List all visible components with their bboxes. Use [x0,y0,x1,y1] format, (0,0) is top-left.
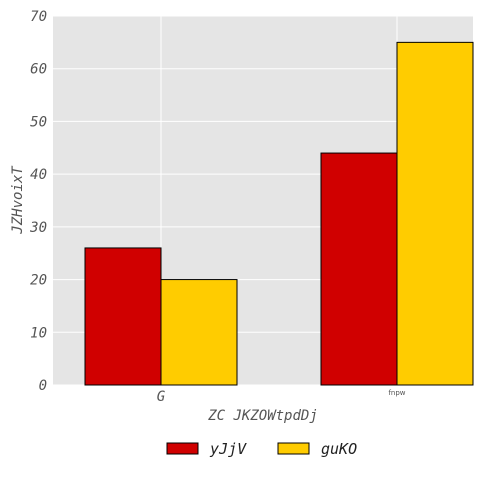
y-tick-label: 50 [30,114,47,130]
x-tick-label: fnpw [388,389,405,397]
legend-label-yJjV: yJjV [209,440,247,458]
legend-swatch-yJjV [166,442,199,455]
bar-yJjV-fnpw [320,152,398,386]
bar-yJjV-G [84,247,162,386]
y-tick-label: 0 [39,378,47,394]
y-tick-label: 20 [30,273,47,289]
y-tick-label: 40 [30,167,47,183]
y-axis-label: JZHvoixT [10,165,26,235]
y-tick-label: 70 [30,9,47,25]
y-tick-label: 10 [30,325,47,341]
bar-guKO-G [160,279,238,386]
legend-swatch-guKO [277,442,310,455]
legend: yJjV guKO [166,440,357,458]
x-tick-label: G [157,389,166,405]
y-tick-labels: 0 10 20 30 40 50 60 70 [29,9,47,394]
bars [84,41,474,386]
bar-guKO-fnpw [396,41,474,386]
legend-label-guKO: guKO [321,440,357,458]
y-tick-label: 30 [29,220,47,236]
y-tick-label: 60 [30,62,47,78]
x-axis-label: ZC JKZOWtpdDj [207,408,318,424]
